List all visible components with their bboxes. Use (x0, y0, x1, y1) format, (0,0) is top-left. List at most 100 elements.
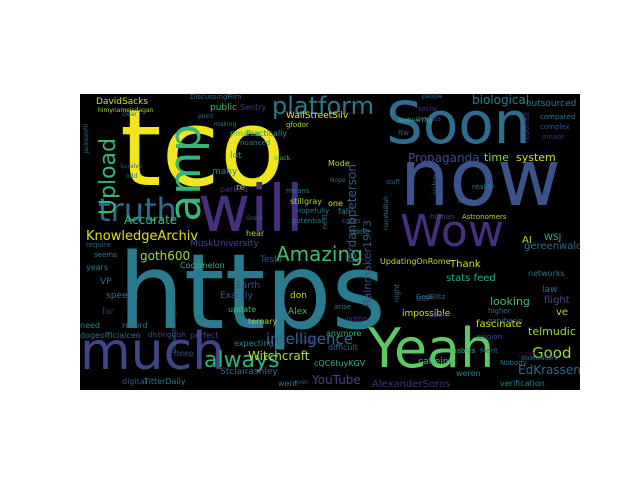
word-seen: seen (430, 311, 447, 319)
word-one: one (328, 199, 343, 208)
word-social: social (418, 105, 438, 113)
word-threats: threats (416, 115, 441, 123)
word-davidsacks: DavidSacks (96, 97, 149, 107)
word-earth: Earth (236, 281, 261, 291)
word-stuff: stuff (386, 179, 400, 186)
word-practically: Practically (246, 129, 288, 138)
word-alex: Alex (288, 307, 308, 317)
word-arise: arise (334, 303, 352, 311)
word-gpu: GPU (518, 351, 535, 360)
word-caffeine: caffeine (418, 357, 454, 367)
word-propaganda: Propaganda (408, 151, 480, 165)
word-astronomers: Astronomers (462, 213, 507, 221)
word-went: went (278, 379, 298, 388)
word-andrewyng: AndrewYNg (398, 117, 433, 124)
word-wow: Wow (400, 206, 504, 257)
word-cares: cares (342, 217, 361, 225)
word-exactly: Exactly (220, 291, 253, 301)
word-intelligence: intelligence (266, 330, 354, 348)
word-wsj: WSJ (544, 233, 562, 243)
word-far: far (102, 307, 115, 317)
word-years: years (86, 263, 109, 272)
word-looking: looking (490, 295, 530, 308)
word-update: update (228, 305, 257, 314)
word-bootloaders: bootloaders (522, 355, 558, 362)
word-point: point (198, 113, 214, 120)
word-higher: higher (488, 307, 511, 315)
word-telmudic: telmudic (528, 325, 576, 338)
word-nobody: Nobody (500, 359, 527, 367)
word-impossible: impossible (402, 309, 451, 319)
word-ve: ve (556, 307, 569, 318)
word-digital: digital (122, 377, 147, 386)
word-cloud: tco https now Soon will amp much Yeah tr… (80, 94, 580, 390)
word-outsourced: outsourced (526, 99, 577, 109)
word-public: public (210, 103, 238, 113)
word-record: record (122, 321, 148, 330)
word-religion: religion (476, 333, 503, 341)
word-hopefully: Hopefully (296, 207, 330, 215)
word-distinguish: distinguish (148, 331, 187, 339)
word-himynameisdagan: himynameisdagan (98, 107, 154, 114)
word-odd: odd (126, 173, 138, 180)
word-don: don (290, 291, 307, 301)
word-joke: joke (431, 174, 442, 195)
word-pmarca: pmarca (230, 129, 261, 138)
word-survive: Survive (120, 163, 143, 170)
word-many: many (212, 167, 238, 177)
word-parked: parked (220, 185, 248, 194)
word-gereenwald: gereenwald (524, 241, 580, 252)
word-youtube: YouTube (312, 373, 361, 387)
word-fall: fall (338, 207, 351, 216)
word-biological: biological (472, 94, 530, 107)
word-ai: AI (522, 235, 532, 246)
word-thank: Thank (450, 259, 481, 270)
word-expecting: expecting (234, 339, 274, 348)
word-now: now (400, 134, 561, 224)
word-difficult: difficult (328, 343, 358, 352)
word-witchcraft: Witchcraft (248, 349, 310, 363)
word-soon: Soon (386, 94, 531, 157)
word-cqc6tuykgv: cQC6tuyKGV (314, 359, 366, 368)
word-brittle: brittle (346, 315, 368, 323)
word-night: night (393, 284, 401, 303)
word-updatingonrome: UpdatingOnRome (380, 257, 451, 266)
word-innate: innate (542, 133, 565, 141)
word-jacksonpil: JacksonPil (83, 124, 90, 154)
word-edkrassen: EdKrassen (518, 363, 580, 377)
word-upload: Upload (96, 138, 121, 216)
word-enables: enables (448, 347, 476, 355)
word-tesla: Tesla (260, 255, 283, 265)
word-amazing: Amazing (276, 242, 363, 266)
word-discussingfilm: DiscussingFilm (190, 94, 242, 101)
word-alexandersoros: AlexanderSoros (372, 379, 451, 390)
word-lot: lot (230, 151, 242, 161)
word-bots: bots (458, 197, 474, 205)
word-wallstreetsilv: WallStreetSilv (286, 111, 349, 121)
word-re: re (236, 183, 246, 193)
word-nope: Nope (330, 177, 346, 184)
word-law: law (542, 285, 558, 295)
word-gop: GOP (416, 295, 432, 303)
word-clear: clear (122, 111, 137, 118)
word-will: will (198, 173, 304, 247)
word-perfect: perfect (190, 331, 219, 340)
word-flight: flight (544, 295, 570, 306)
word-dogeofficialceo: dogeofficialceo (80, 331, 141, 340)
word-anymore: anymore (326, 329, 362, 338)
word-issue: issue (298, 337, 316, 345)
word-reality: reality (472, 183, 495, 191)
word-networks: networks (528, 269, 565, 278)
word-even: even (294, 379, 309, 386)
word-reported: reported (523, 112, 531, 143)
word-accurate: Accurate (124, 213, 178, 227)
word-means: means (286, 187, 310, 195)
word-muskuniversity: MuskUniversity (190, 239, 259, 249)
word-vp: VP (100, 277, 112, 287)
word-hear: hear (246, 229, 265, 238)
word-godblitz: GodBlitz (416, 293, 446, 301)
word-tco: tco (120, 94, 285, 210)
word-deep: deep (174, 349, 194, 358)
word-compared: compared (540, 113, 576, 121)
word-system: system (516, 151, 556, 164)
